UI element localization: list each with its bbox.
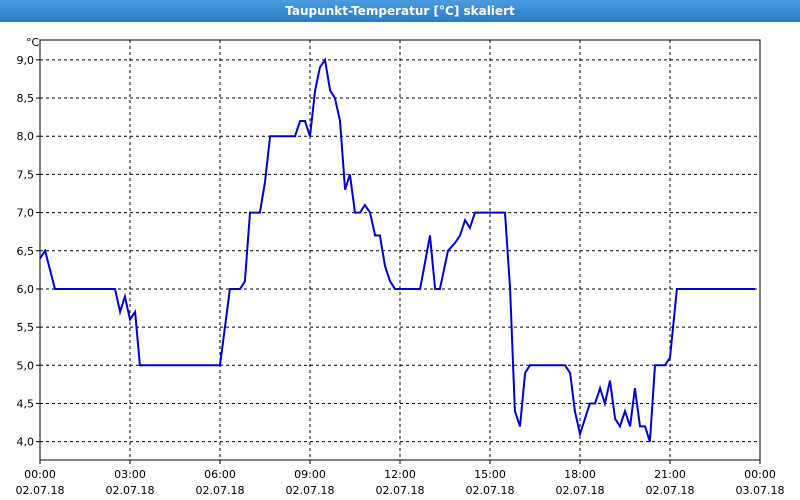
x-tick-date: 03.07.18 xyxy=(736,484,785,497)
y-tick-label: 7,0 xyxy=(17,207,35,220)
data-line xyxy=(39,57,755,442)
x-tick-date: 02.07.18 xyxy=(556,484,605,497)
y-tick-label: 9,0 xyxy=(17,54,35,67)
x-tick-label: 15:00 xyxy=(474,468,506,481)
y-tick-label: 8,0 xyxy=(17,130,35,143)
x-tick-label: 12:00 xyxy=(384,468,416,481)
y-tick-label: 4,5 xyxy=(17,397,35,410)
x-tick-date: 02.07.18 xyxy=(196,484,245,497)
y-tick-label: 5,0 xyxy=(17,359,35,372)
y-tick-label: 6,5 xyxy=(17,245,35,258)
x-tick-label: 06:00 xyxy=(204,468,236,481)
x-tick-label: 00:00 xyxy=(744,468,776,481)
x-tick-label: 09:00 xyxy=(294,468,326,481)
x-tick-date: 02.07.18 xyxy=(376,484,425,497)
y-tick-label: 5,5 xyxy=(17,321,35,334)
y-tick-label: 7,5 xyxy=(17,168,35,181)
y-tick-label: 8,5 xyxy=(17,92,35,105)
x-tick-date: 02.07.18 xyxy=(646,484,695,497)
chart: °C 4,0 4,5 5,0 5,5 6,0 6,5 7,0 7,5 8,0 8,5 9,0 00:0… xyxy=(16,36,785,497)
x-tick-label: 21:00 xyxy=(654,468,686,481)
x-tick-date: 02.07.18 xyxy=(106,484,155,497)
x-tick-label: 00:00 xyxy=(24,468,56,481)
y-tick-label: 6,0 xyxy=(17,283,35,296)
x-tick-label: 18:00 xyxy=(564,468,596,481)
y-tick-label: 4,0 xyxy=(17,436,35,449)
y-unit: °C xyxy=(26,36,40,49)
x-tick-date: 02.07.18 xyxy=(16,484,65,497)
x-tick-date: 02.07.18 xyxy=(286,484,335,497)
x-tick-label: 03:00 xyxy=(114,468,146,481)
window-title: Taupunkt-Temperatur [°C] skaliert xyxy=(0,0,800,22)
x-tick-date: 02.07.18 xyxy=(466,484,515,497)
